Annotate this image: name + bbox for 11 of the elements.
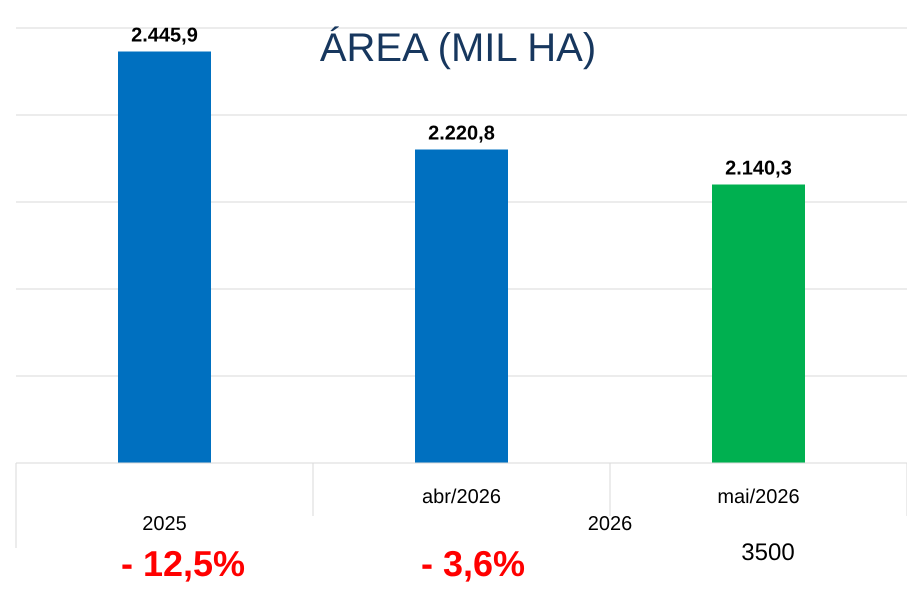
text: 2025 xyxy=(141,513,188,536)
text: 2026 xyxy=(586,513,634,536)
data-label: 2.445,9 xyxy=(131,24,198,47)
text: - 3,6% xyxy=(420,543,526,584)
x-tick-label: abr/2026 xyxy=(422,486,501,508)
text: 3500 xyxy=(740,539,796,566)
text: - 12,5% xyxy=(120,543,246,584)
data-label: 2.220,8 xyxy=(428,122,495,144)
x-tick-label: mai/2026 xyxy=(717,486,800,508)
chart-title: ÁREA (MIL HA) xyxy=(318,26,598,71)
data-label: 2.140,3 xyxy=(725,157,792,180)
